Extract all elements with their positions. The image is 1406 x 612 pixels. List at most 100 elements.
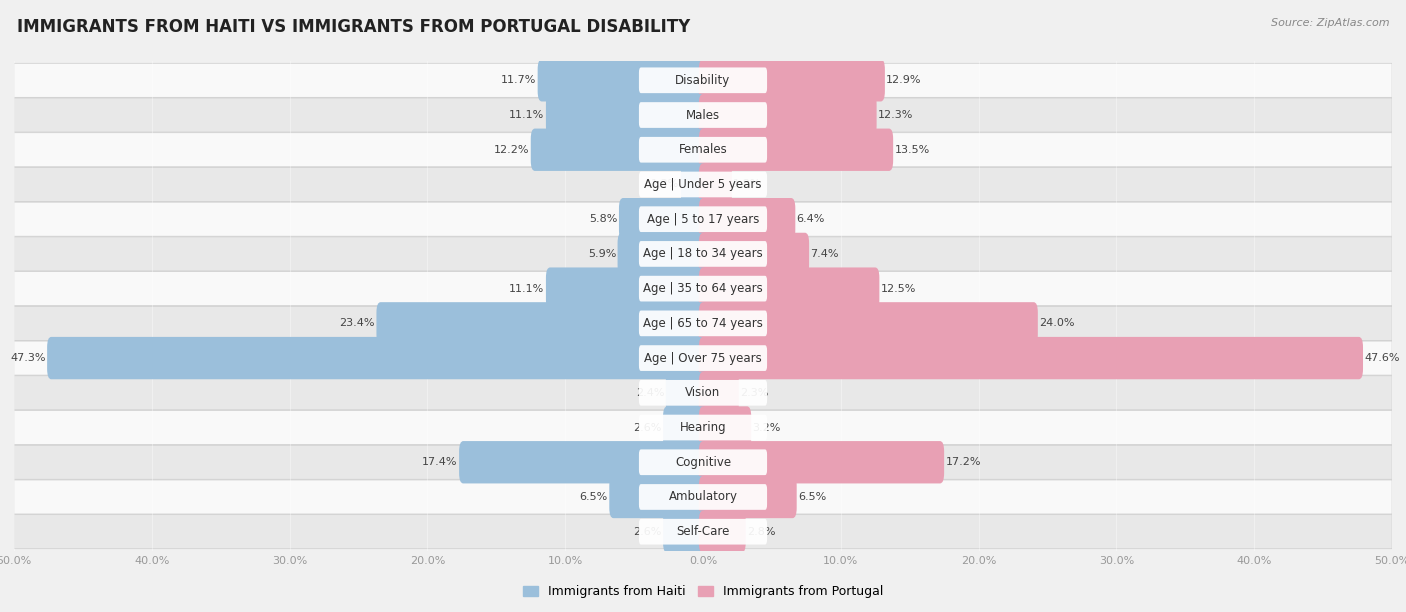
FancyBboxPatch shape bbox=[638, 171, 768, 197]
Text: Age | 35 to 64 years: Age | 35 to 64 years bbox=[643, 282, 763, 295]
Text: 2.3%: 2.3% bbox=[740, 388, 769, 398]
FancyBboxPatch shape bbox=[638, 276, 768, 302]
FancyBboxPatch shape bbox=[14, 411, 1392, 444]
Text: Self-Care: Self-Care bbox=[676, 525, 730, 538]
FancyBboxPatch shape bbox=[638, 449, 768, 475]
FancyBboxPatch shape bbox=[638, 484, 768, 510]
FancyBboxPatch shape bbox=[537, 59, 707, 102]
Text: 2.6%: 2.6% bbox=[633, 527, 662, 537]
FancyBboxPatch shape bbox=[638, 310, 768, 336]
FancyBboxPatch shape bbox=[699, 267, 879, 310]
FancyBboxPatch shape bbox=[699, 163, 733, 206]
Text: 2.8%: 2.8% bbox=[747, 527, 776, 537]
Text: IMMIGRANTS FROM HAITI VS IMMIGRANTS FROM PORTUGAL DISABILITY: IMMIGRANTS FROM HAITI VS IMMIGRANTS FROM… bbox=[17, 18, 690, 36]
Text: 17.4%: 17.4% bbox=[422, 457, 458, 467]
FancyBboxPatch shape bbox=[638, 102, 768, 128]
FancyBboxPatch shape bbox=[14, 480, 1392, 514]
FancyBboxPatch shape bbox=[699, 302, 1038, 345]
Text: 6.4%: 6.4% bbox=[797, 214, 825, 224]
FancyBboxPatch shape bbox=[699, 337, 1362, 379]
FancyBboxPatch shape bbox=[14, 168, 1392, 201]
FancyBboxPatch shape bbox=[638, 206, 768, 232]
Text: 5.8%: 5.8% bbox=[589, 214, 617, 224]
FancyBboxPatch shape bbox=[699, 198, 796, 241]
FancyBboxPatch shape bbox=[14, 446, 1392, 479]
Text: Age | Over 75 years: Age | Over 75 years bbox=[644, 351, 762, 365]
Text: 11.1%: 11.1% bbox=[509, 110, 544, 120]
Text: 11.7%: 11.7% bbox=[501, 75, 536, 85]
FancyBboxPatch shape bbox=[619, 198, 707, 241]
Text: Males: Males bbox=[686, 108, 720, 122]
Text: 1.3%: 1.3% bbox=[651, 179, 679, 190]
FancyBboxPatch shape bbox=[699, 59, 884, 102]
Text: Age | 5 to 17 years: Age | 5 to 17 years bbox=[647, 213, 759, 226]
Text: 5.9%: 5.9% bbox=[588, 249, 616, 259]
Text: Age | Under 5 years: Age | Under 5 years bbox=[644, 178, 762, 191]
FancyBboxPatch shape bbox=[699, 406, 751, 449]
Text: Vision: Vision bbox=[685, 386, 721, 399]
Text: Age | 65 to 74 years: Age | 65 to 74 years bbox=[643, 317, 763, 330]
FancyBboxPatch shape bbox=[699, 441, 945, 483]
FancyBboxPatch shape bbox=[546, 94, 707, 136]
Text: Source: ZipAtlas.com: Source: ZipAtlas.com bbox=[1271, 18, 1389, 28]
Text: Females: Females bbox=[679, 143, 727, 156]
FancyBboxPatch shape bbox=[638, 345, 768, 371]
Text: Age | 18 to 34 years: Age | 18 to 34 years bbox=[643, 247, 763, 261]
Text: 11.1%: 11.1% bbox=[509, 283, 544, 294]
FancyBboxPatch shape bbox=[638, 67, 768, 93]
Text: 17.2%: 17.2% bbox=[945, 457, 981, 467]
FancyBboxPatch shape bbox=[14, 376, 1392, 410]
FancyBboxPatch shape bbox=[14, 272, 1392, 305]
FancyBboxPatch shape bbox=[14, 307, 1392, 340]
Text: 2.6%: 2.6% bbox=[633, 422, 662, 433]
FancyBboxPatch shape bbox=[638, 137, 768, 163]
FancyBboxPatch shape bbox=[681, 163, 707, 206]
FancyBboxPatch shape bbox=[48, 337, 707, 379]
FancyBboxPatch shape bbox=[14, 133, 1392, 166]
FancyBboxPatch shape bbox=[699, 94, 876, 136]
Text: 12.9%: 12.9% bbox=[886, 75, 922, 85]
FancyBboxPatch shape bbox=[546, 267, 707, 310]
Text: 47.3%: 47.3% bbox=[10, 353, 46, 363]
FancyBboxPatch shape bbox=[638, 519, 768, 545]
Text: 24.0%: 24.0% bbox=[1039, 318, 1074, 329]
FancyBboxPatch shape bbox=[14, 98, 1392, 132]
Text: 47.6%: 47.6% bbox=[1364, 353, 1400, 363]
Text: 6.5%: 6.5% bbox=[799, 492, 827, 502]
Text: Ambulatory: Ambulatory bbox=[668, 490, 738, 504]
FancyBboxPatch shape bbox=[699, 510, 745, 553]
FancyBboxPatch shape bbox=[638, 241, 768, 267]
FancyBboxPatch shape bbox=[14, 515, 1392, 549]
FancyBboxPatch shape bbox=[699, 371, 738, 414]
Text: Cognitive: Cognitive bbox=[675, 456, 731, 469]
FancyBboxPatch shape bbox=[14, 237, 1392, 271]
FancyBboxPatch shape bbox=[617, 233, 707, 275]
FancyBboxPatch shape bbox=[14, 63, 1392, 97]
Legend: Immigrants from Haiti, Immigrants from Portugal: Immigrants from Haiti, Immigrants from P… bbox=[517, 580, 889, 603]
Text: 12.5%: 12.5% bbox=[880, 283, 917, 294]
FancyBboxPatch shape bbox=[638, 380, 768, 406]
FancyBboxPatch shape bbox=[377, 302, 707, 345]
Text: 23.4%: 23.4% bbox=[340, 318, 375, 329]
FancyBboxPatch shape bbox=[14, 202, 1392, 236]
FancyBboxPatch shape bbox=[638, 415, 768, 441]
Text: 6.5%: 6.5% bbox=[579, 492, 607, 502]
Text: 7.4%: 7.4% bbox=[810, 249, 839, 259]
Text: 13.5%: 13.5% bbox=[894, 145, 929, 155]
FancyBboxPatch shape bbox=[699, 476, 797, 518]
FancyBboxPatch shape bbox=[699, 129, 893, 171]
Text: 12.2%: 12.2% bbox=[494, 145, 530, 155]
FancyBboxPatch shape bbox=[664, 406, 707, 449]
Text: 12.3%: 12.3% bbox=[877, 110, 914, 120]
FancyBboxPatch shape bbox=[460, 441, 707, 483]
FancyBboxPatch shape bbox=[609, 476, 707, 518]
FancyBboxPatch shape bbox=[664, 510, 707, 553]
FancyBboxPatch shape bbox=[699, 233, 808, 275]
Text: Hearing: Hearing bbox=[679, 421, 727, 434]
Text: 1.8%: 1.8% bbox=[734, 179, 762, 190]
FancyBboxPatch shape bbox=[14, 341, 1392, 375]
FancyBboxPatch shape bbox=[531, 129, 707, 171]
Text: 2.4%: 2.4% bbox=[636, 388, 665, 398]
Text: Disability: Disability bbox=[675, 74, 731, 87]
Text: 3.2%: 3.2% bbox=[752, 422, 780, 433]
